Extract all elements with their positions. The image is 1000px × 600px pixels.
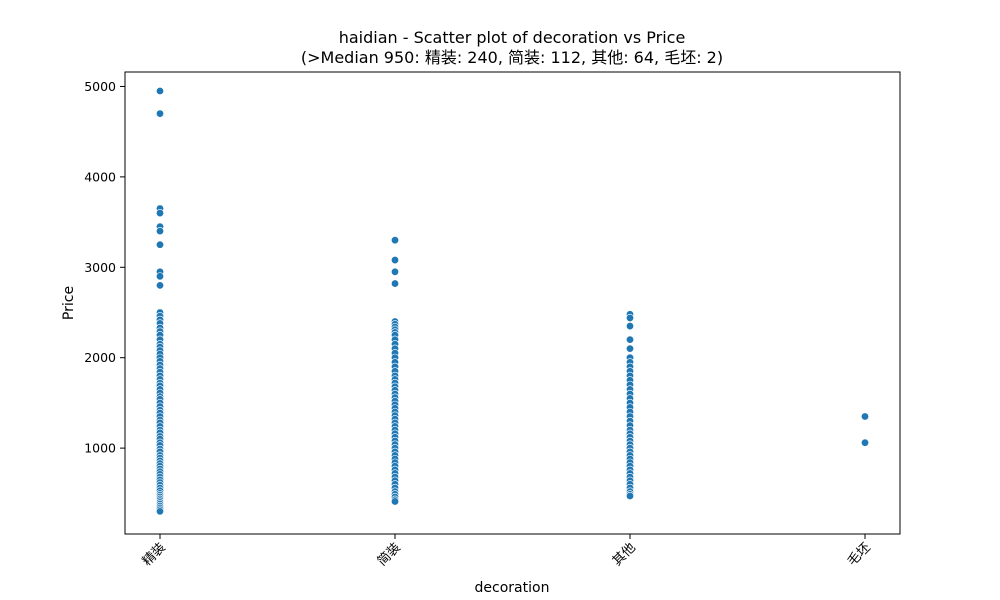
y-tick-label: 1000 (84, 441, 116, 456)
chart-title: haidian - Scatter plot of decoration vs … (339, 28, 686, 47)
data-point (390, 279, 399, 288)
y-tick-label: 2000 (84, 350, 116, 365)
data-point (860, 438, 869, 447)
x-tick-label: 精装 (140, 540, 169, 569)
y-axis-label: Price (61, 286, 77, 320)
data-point (156, 86, 165, 95)
data-point (390, 267, 399, 276)
y-tick-label: 5000 (84, 79, 116, 94)
data-point (860, 412, 869, 421)
data-point (390, 256, 399, 265)
data-point (390, 236, 399, 245)
data-point (156, 240, 165, 249)
x-axis-ticks: 精装 简装 其他 毛坯 (140, 534, 874, 569)
x-tick-label: 其他 (610, 540, 639, 569)
x-tick-label: 毛坯 (845, 540, 874, 569)
data-point (156, 209, 165, 218)
chart-subtitle: (>Median 950: 精装: 240, 简装: 112, 其他: 64, … (301, 48, 723, 67)
data-point (156, 507, 165, 516)
data-point (625, 492, 634, 501)
y-axis-ticks: 1000 2000 3000 4000 5000 (84, 79, 125, 456)
data-point (390, 497, 399, 506)
data-point (625, 322, 634, 331)
data-point (156, 227, 165, 236)
y-tick-label: 4000 (84, 169, 116, 184)
data-point (156, 281, 165, 290)
y-tick-label: 3000 (84, 260, 116, 275)
data-point (625, 335, 634, 344)
data-point (625, 313, 634, 322)
data-points (156, 86, 869, 516)
x-tick-label: 简装 (374, 540, 404, 570)
data-point (156, 109, 165, 118)
x-axis-label: decoration (475, 580, 550, 596)
data-point (156, 272, 165, 281)
plot-area-frame (124, 71, 901, 535)
data-point (625, 344, 634, 353)
